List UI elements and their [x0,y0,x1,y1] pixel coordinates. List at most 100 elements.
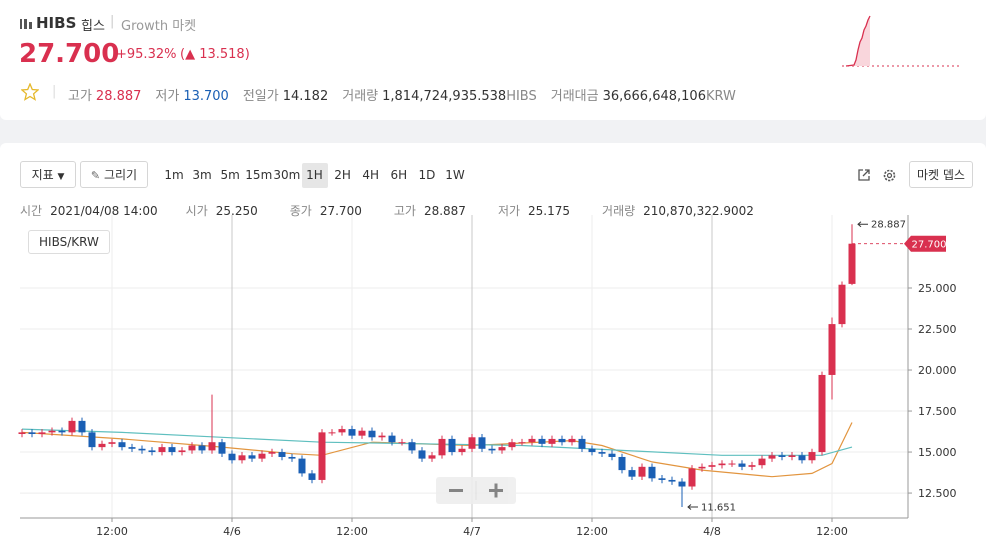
popout-icon[interactable] [857,168,871,182]
interval-button[interactable]: 1D [418,168,436,182]
indicator-label: 지표 [31,168,54,182]
ohlc-label: 저가 [497,204,521,218]
stat-value: 14.182 [282,89,329,104]
candle-body [318,432,326,480]
candle-body [368,430,376,438]
candle-body [498,447,506,451]
candle-body [478,437,486,449]
x-tick-label: 12:00 [336,525,368,538]
depth-button[interactable]: 마켓 뎁스 [909,161,973,188]
x-tick-label: 12:00 [816,525,848,538]
stat-label: 거래량 [342,89,379,104]
y-tick-label: 20.000 [918,364,957,377]
candle-body [628,470,636,477]
candle-body [348,429,356,436]
candle-body [388,435,396,443]
stat-unit: KRW [705,89,736,104]
ohlc-value: 25.250 [215,204,258,218]
candle-body [208,442,216,451]
candle-body [848,243,856,284]
draw-button[interactable]: ✎ 그리기 [80,161,148,188]
ohlc-label: 거래량 [602,204,636,218]
candle-body [658,478,666,480]
header-card: HIBS 힙스 | Growth 마켓 27.700 +95.32% (▲ 13… [0,0,986,120]
ohlc-label: 시간 [20,204,43,218]
candle-body [838,284,846,325]
candle-body [308,473,316,480]
zoom-icons [449,481,503,500]
interval-button[interactable]: 30m [273,168,301,182]
candle-body [748,465,756,467]
candle-body [98,443,106,448]
market: Growth 마켓 [121,19,197,34]
candle-body [678,481,686,487]
interval-button[interactable]: 1H [301,163,328,188]
candle-body [158,447,166,453]
candle-body [528,438,536,443]
moving-average [21,422,853,478]
candle-body [128,447,136,449]
zoom-controls [436,477,516,504]
settings-icon[interactable] [882,168,897,183]
candle-body [118,442,126,448]
candle-body [458,448,466,453]
candle-body [258,453,266,459]
interval-button[interactable]: 2H [334,168,351,182]
coin-name: 힙스 [81,19,105,34]
candle-body [588,448,596,453]
candle-body [568,438,576,443]
candle-body [408,442,416,451]
candle-body [238,455,246,461]
x-tick-label: 4/6 [223,525,241,538]
candle-body [228,453,236,461]
stat-label: 거래대금 [550,89,599,104]
legend-label: HIBS/KRW [39,235,99,249]
extreme-arrow [687,504,698,510]
x-tick-label: 12:00 [576,525,608,538]
interval-button[interactable]: 3m [192,168,212,182]
interval-button[interactable]: 1W [445,168,465,182]
candle-body [358,430,366,436]
interval-button[interactable]: 6H [390,168,408,182]
ohlc-label: 종가 [289,204,312,218]
candle-body [638,466,646,477]
ohlc-value: 25.175 [528,204,571,218]
candle-body [278,452,286,457]
stat-value: 13.700 [183,89,229,104]
stats: 고가 28.887 저가 13.700 전일가 14.182 거래량 1,814,724,93… [68,85,750,104]
candle-body [38,432,46,435]
candle-body [418,450,426,459]
y-tick-label: 25.000 [918,282,957,295]
y-tick-label: 17.500 [918,405,957,418]
candle-body [428,455,436,459]
change: (▲ 13.518) [180,47,250,62]
candle-body [338,429,346,433]
candle-body [728,463,736,465]
candle-body [538,438,546,444]
x-tick-label: 12:00 [96,525,128,538]
candle-body [148,450,156,453]
indicator-button[interactable]: 지표 ▼ [20,161,76,188]
ohlc-bar: 시간 2021/04/08 14:00 시가 25.250 종가 27.700 고가 28.8… [20,202,772,219]
interval-button[interactable]: 1m [164,168,184,182]
draw-label: 그리기 [103,168,138,182]
candle-body [138,448,146,451]
interval-button[interactable]: 15m [245,168,273,182]
interval-button[interactable]: 5m [220,168,240,182]
candle-body [198,445,206,451]
candle-body [548,438,556,444]
interval-button[interactable]: 4H [362,168,380,182]
ohlc-value: 27.700 [319,204,362,218]
candle-body [618,456,626,471]
y-tick-label: 12.500 [918,487,957,500]
moving-average [21,428,853,456]
candle-body [738,463,746,467]
zoom-in[interactable] [494,483,498,498]
favorite-star[interactable] [21,83,39,101]
zoom-out[interactable] [449,489,463,492]
candle-body [798,455,806,461]
price: 27.700 [19,39,120,69]
ohlc-value: 2021/04/08 14:00 [50,204,158,218]
candle-body [298,458,306,474]
candle-body [698,466,706,469]
